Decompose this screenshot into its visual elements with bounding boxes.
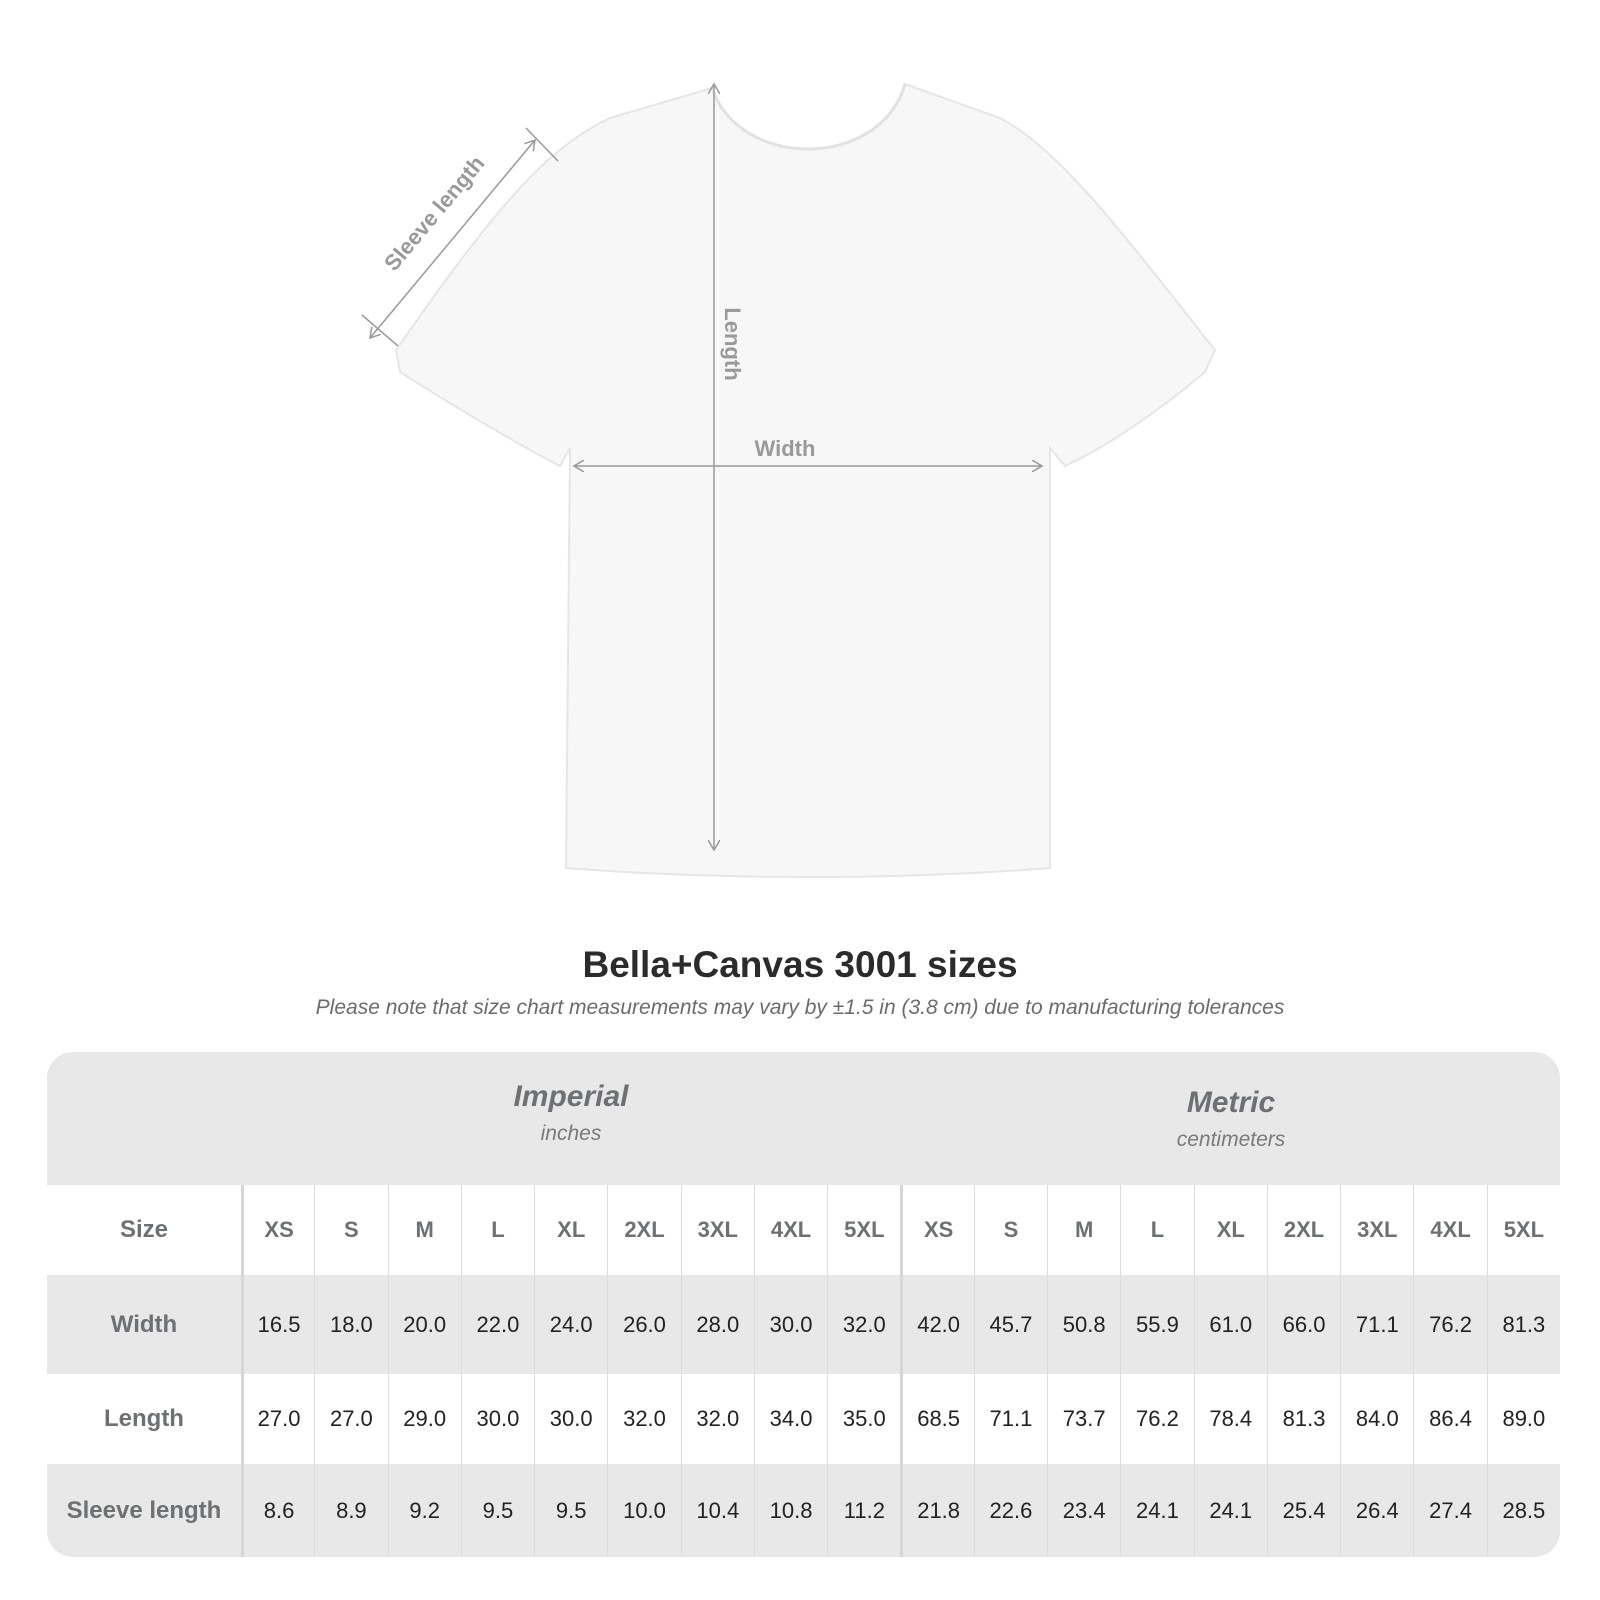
metric-header: Metric centimeters [901, 1086, 1560, 1152]
imperial-value-cell: 32.0 [680, 1374, 754, 1464]
metric-value-cell: 22.6 [973, 1464, 1047, 1557]
imperial-value-cell: 10.8 [753, 1464, 827, 1557]
row-label: Sleeve length [66, 1496, 222, 1524]
width-label: Width [755, 436, 816, 461]
row-label: Width [110, 1310, 178, 1338]
imperial-header: Imperial inches [241, 1080, 901, 1146]
imperial-value-cell: 30.0 [753, 1275, 827, 1374]
metric-value-cell: 42.0 [900, 1275, 973, 1374]
imperial-value-cell: 9.5 [460, 1464, 534, 1557]
size-header-cell: M [1047, 1185, 1120, 1275]
size-header-row: Size XS S M L XL 2XL 3XL 4XL 5XL XS S M L XL 2XL 3XL 4XL 5… [47, 1185, 1560, 1275]
metric-value-cell: 61.0 [1193, 1275, 1267, 1374]
imperial-unit: inches [540, 1122, 602, 1145]
metric-unit: centimeters [1176, 1128, 1286, 1151]
size-header-cell: XL [1193, 1185, 1267, 1275]
imperial-value-cell: 34.0 [753, 1374, 827, 1464]
size-header-cell: 3XL [1340, 1185, 1413, 1275]
imperial-value-cell: 9.2 [387, 1464, 461, 1557]
metric-value-cell: 23.4 [1047, 1464, 1120, 1557]
metric-value-cell: 86.4 [1413, 1374, 1486, 1464]
tolerance-note: Please note that size chart measurements… [315, 996, 1285, 1019]
imperial-value-cell: 24.0 [534, 1275, 607, 1374]
imperial-value-cell: 9.5 [534, 1464, 607, 1557]
size-header-cell: 4XL [753, 1185, 827, 1275]
metric-value-cell: 24.1 [1193, 1464, 1267, 1557]
imperial-value-cell: 32.0 [607, 1374, 680, 1464]
imperial-value-cell: 32.0 [827, 1275, 900, 1374]
metric-value-cell: 55.9 [1120, 1275, 1193, 1374]
metric-value-cell: 89.0 [1486, 1374, 1560, 1464]
metric-title: Metric [1186, 1086, 1276, 1119]
metric-value-cell: 66.0 [1266, 1275, 1340, 1374]
metric-value-cell: 76.2 [1413, 1275, 1486, 1374]
imperial-value-cell: 28.0 [680, 1275, 754, 1374]
imperial-value-cell: 27.0 [240, 1374, 314, 1464]
size-header-cell: XL [534, 1185, 607, 1275]
size-label: Size [119, 1216, 168, 1243]
size-header-cell: S [314, 1185, 387, 1275]
tshirt-shape [394, 82, 1217, 878]
size-header-cell: XS [900, 1185, 973, 1275]
table-row: Length 27.0 27.0 29.0 30.0 30.0 32.0 32.0 34.0 35… [47, 1374, 1560, 1464]
imperial-value-cell: 20.0 [387, 1275, 461, 1374]
length-label: Length [720, 307, 745, 380]
size-header-cell: 2XL [607, 1185, 680, 1275]
size-header-cell: 5XL [1486, 1185, 1560, 1275]
imperial-value-cell: 10.0 [607, 1464, 680, 1557]
size-header-cell: 4XL [1413, 1185, 1486, 1275]
size-table: Imperial inches Metric centimeters Size X… [47, 1052, 1560, 1557]
metric-value-cell: 68.5 [900, 1374, 973, 1464]
imperial-value-cell: 10.4 [680, 1464, 754, 1557]
size-header-cell: L [460, 1185, 534, 1275]
size-header-cell: S [973, 1185, 1047, 1275]
imperial-value-cell: 35.0 [827, 1374, 900, 1464]
metric-value-cell: 71.1 [1340, 1275, 1413, 1374]
page-title: Bella+Canvas 3001 sizes [582, 944, 1018, 985]
metric-value-cell: 84.0 [1340, 1374, 1413, 1464]
imperial-value-cell: 11.2 [827, 1464, 900, 1557]
tshirt-diagram: Sleeve length Length Width [361, 0, 1217, 878]
metric-value-cell: 71.1 [973, 1374, 1047, 1464]
imperial-value-cell: 8.6 [240, 1464, 314, 1557]
unit-header-band [47, 1052, 1560, 1185]
metric-value-cell: 78.4 [1193, 1374, 1267, 1464]
row-label: Length [103, 1405, 184, 1432]
metric-value-cell: 26.4 [1340, 1464, 1413, 1557]
imperial-value-cell: 29.0 [387, 1374, 461, 1464]
imperial-value-cell: 18.0 [314, 1275, 387, 1374]
metric-value-cell: 81.3 [1486, 1275, 1560, 1374]
sleeve-length-arrow [370, 140, 535, 338]
imperial-value-cell: 8.9 [314, 1464, 387, 1557]
size-header-cell: L [1120, 1185, 1193, 1275]
size-header-cell: 3XL [680, 1185, 754, 1275]
metric-value-cell: 45.7 [973, 1275, 1047, 1374]
metric-value-cell: 81.3 [1266, 1374, 1340, 1464]
metric-value-cell: 21.8 [900, 1464, 973, 1557]
imperial-value-cell: 26.0 [607, 1275, 680, 1374]
metric-value-cell: 50.8 [1047, 1275, 1120, 1374]
metric-value-cell: 76.2 [1120, 1374, 1193, 1464]
metric-value-cell: 73.7 [1047, 1374, 1120, 1464]
imperial-value-cell: 30.0 [534, 1374, 607, 1464]
size-header-cell: 5XL [827, 1185, 900, 1275]
size-header-cell: M [387, 1185, 461, 1275]
size-header-cell: 2XL [1266, 1185, 1340, 1275]
imperial-value-cell: 22.0 [460, 1275, 534, 1374]
metric-value-cell: 25.4 [1266, 1464, 1340, 1557]
table-row: Sleeve length 8.6 8.9 9.2 9.5 9.5 10.0 10.4 10.8… [47, 1464, 1560, 1557]
imperial-value-cell: 30.0 [460, 1374, 534, 1464]
imperial-value-cell: 16.5 [240, 1275, 314, 1374]
metric-value-cell: 24.1 [1120, 1464, 1193, 1557]
size-header-cell: XS [240, 1185, 314, 1275]
table-row: Width 16.5 18.0 20.0 22.0 24.0 26.0 28.0 30.0 32.… [47, 1275, 1560, 1374]
imperial-value-cell: 27.0 [314, 1374, 387, 1464]
metric-value-cell: 27.4 [1413, 1464, 1486, 1557]
imperial-title: Imperial [513, 1080, 629, 1113]
metric-value-cell: 28.5 [1486, 1464, 1560, 1557]
